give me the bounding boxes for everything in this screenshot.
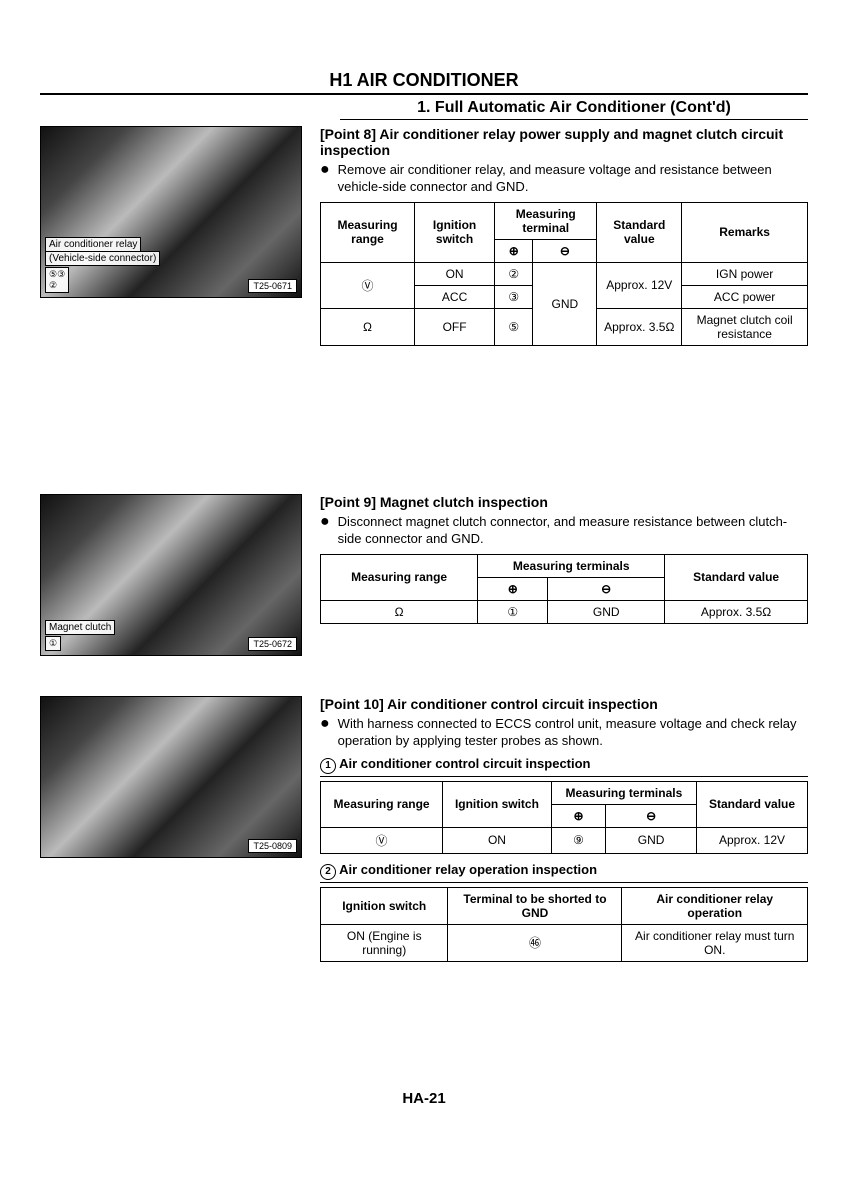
photo-label: Magnet clutch xyxy=(45,620,115,635)
point8-title: [Point 8] Air conditioner relay power su… xyxy=(320,126,808,158)
td: ACC xyxy=(415,285,495,308)
th: Measuring range xyxy=(321,554,478,600)
th: Ignition switch xyxy=(415,202,495,262)
th: Measuring terminals xyxy=(478,554,665,577)
spacer xyxy=(40,394,808,494)
th: Terminal to be shorted to GND xyxy=(448,887,622,924)
th: ⊖ xyxy=(606,804,697,827)
bullet-text: Disconnect magnet clutch connector, and … xyxy=(338,514,808,548)
point10-section: T25-0809 [Point 10] Air conditioner cont… xyxy=(40,696,808,970)
point10-bullet: ● With harness connected to ECCS control… xyxy=(320,716,808,750)
td: ⑨ xyxy=(551,827,605,853)
td: Ⓥ xyxy=(321,827,443,853)
point8-table: Measuring range Ignition switch Measurin… xyxy=(320,202,808,346)
bullet-text: With harness connected to ECCS control u… xyxy=(338,716,808,750)
sub1-text: Air conditioner control circuit inspecti… xyxy=(339,756,590,771)
sub2-heading: 2 Air conditioner relay operation inspec… xyxy=(320,862,808,883)
td: ON xyxy=(443,827,552,853)
circled-2-icon: 2 xyxy=(320,864,336,880)
td: Magnet clutch coil resistance xyxy=(682,308,808,345)
bullet-text: Remove air conditioner relay, and measur… xyxy=(338,162,808,196)
bullet-dot: ● xyxy=(320,716,330,750)
sub1-heading: 1 Air conditioner control circuit inspec… xyxy=(320,756,808,777)
td: ⑤ xyxy=(495,308,533,345)
relay-photo: Air conditioner relay (Vehicle-side conn… xyxy=(40,126,302,298)
point10-content: [Point 10] Air conditioner control circu… xyxy=(320,696,808,970)
th: Measuring terminal xyxy=(495,202,597,239)
td: ③ xyxy=(495,285,533,308)
td: GND xyxy=(606,827,697,853)
point9-photo-col: Magnet clutch ① T25-0672 xyxy=(40,494,310,656)
photo-tag: T25-0809 xyxy=(248,839,297,853)
connector-legend: ① xyxy=(45,636,61,651)
point8-section: Air conditioner relay (Vehicle-side conn… xyxy=(40,126,808,354)
th: Measuring range xyxy=(321,202,415,262)
th: Ignition switch xyxy=(443,781,552,827)
th: ⊕ xyxy=(495,239,533,262)
th: Ignition switch xyxy=(321,887,448,924)
sub2-text: Air conditioner relay operation inspecti… xyxy=(339,862,597,877)
td: Ω xyxy=(321,600,478,623)
td: ① xyxy=(478,600,548,623)
photo-tag: T25-0672 xyxy=(248,637,297,651)
th: Standard value xyxy=(697,781,808,827)
td: ON (Engine is running) xyxy=(321,924,448,961)
td: ㊻ xyxy=(448,924,622,961)
th: ⊕ xyxy=(478,577,548,600)
td: Approx. 12V xyxy=(697,827,808,853)
point9-title: [Point 9] Magnet clutch inspection xyxy=(320,494,808,510)
td: GND xyxy=(533,262,597,345)
point10-table1: Measuring range Ignition switch Measurin… xyxy=(320,781,808,854)
page-number: HA-21 xyxy=(40,1090,808,1107)
td: IGN power xyxy=(682,262,808,285)
title-text: [Point 8] Air conditioner relay power su… xyxy=(320,126,783,158)
point10-photo-col: T25-0809 xyxy=(40,696,310,970)
td: Ω xyxy=(321,308,415,345)
point9-table: Measuring range Measuring terminals Stan… xyxy=(320,554,808,624)
td: Approx. 3.5Ω xyxy=(597,308,682,345)
th: ⊖ xyxy=(533,239,597,262)
photo-tag: T25-0671 xyxy=(248,279,297,293)
td: ② xyxy=(495,262,533,285)
clutch-photo: Magnet clutch ① T25-0672 xyxy=(40,494,302,656)
bullet-dot: ● xyxy=(320,514,330,548)
point9-bullet: ● Disconnect magnet clutch connector, an… xyxy=(320,514,808,548)
td: ACC power xyxy=(682,285,808,308)
th: Remarks xyxy=(682,202,808,262)
th: Air conditioner relay operation xyxy=(622,887,808,924)
chapter-title: H1 AIR CONDITIONER xyxy=(40,70,808,95)
th: Measuring terminals xyxy=(551,781,696,804)
point10-title: [Point 10] Air conditioner control circu… xyxy=(320,696,808,712)
point8-content: [Point 8] Air conditioner relay power su… xyxy=(320,126,808,354)
photo-label: Air conditioner relay xyxy=(45,237,141,252)
point10-table2: Ignition switch Terminal to be shorted t… xyxy=(320,887,808,962)
section-subtitle: 1. Full Automatic Air Conditioner (Cont'… xyxy=(340,97,808,120)
th: Measuring range xyxy=(321,781,443,827)
th: ⊕ xyxy=(551,804,605,827)
td: Ⓥ xyxy=(321,262,415,308)
photo-label: (Vehicle-side connector) xyxy=(45,251,160,266)
td: OFF xyxy=(415,308,495,345)
point8-photo-col: Air conditioner relay (Vehicle-side conn… xyxy=(40,126,310,354)
point9-content: [Point 9] Magnet clutch inspection ● Dis… xyxy=(320,494,808,656)
connector-legend: ⑤③② xyxy=(45,267,69,293)
manual-page: H1 AIR CONDITIONER 1. Full Automatic Air… xyxy=(0,0,848,1147)
point8-bullet: ● Remove air conditioner relay, and meas… xyxy=(320,162,808,196)
circled-1-icon: 1 xyxy=(320,758,336,774)
th: Standard value xyxy=(665,554,808,600)
td: ON xyxy=(415,262,495,285)
td: GND xyxy=(548,600,665,623)
bullet-dot: ● xyxy=(320,162,330,196)
th: Standard value xyxy=(597,202,682,262)
td: Approx. 12V xyxy=(597,262,682,308)
eccs-photo: T25-0809 xyxy=(40,696,302,858)
td: Air conditioner relay must turn ON. xyxy=(622,924,808,961)
th: ⊖ xyxy=(548,577,665,600)
point9-section: Magnet clutch ① T25-0672 [Point 9] Magne… xyxy=(40,494,808,656)
td: Approx. 3.5Ω xyxy=(665,600,808,623)
